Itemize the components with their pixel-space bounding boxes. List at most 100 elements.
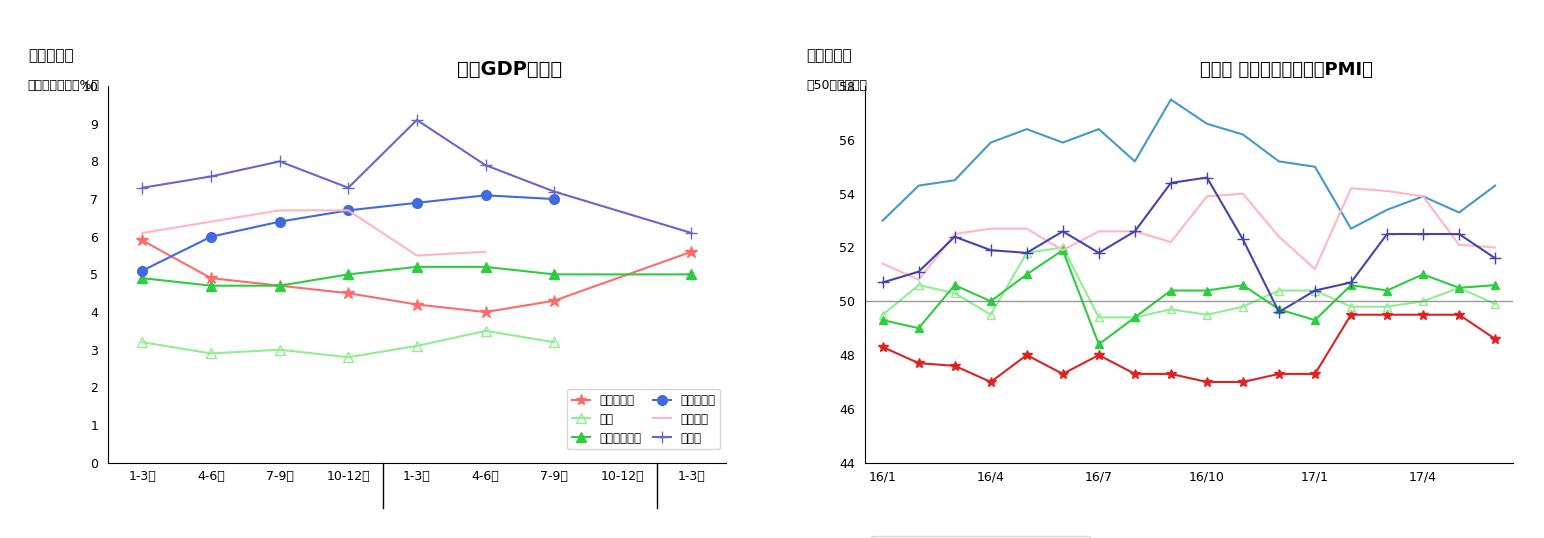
マレーシア [1053,371,1072,377]
ベトナム [408,252,426,259]
フィリピン [909,182,928,189]
フィリピン [874,217,892,224]
インドネシア [1053,247,1072,253]
ベトナム [945,231,963,237]
マレーシア [1414,312,1433,318]
マレーシア [202,275,221,281]
Line: フィリピン: フィリピン [883,100,1495,229]
フィリピン [1377,207,1396,213]
インド [1090,250,1109,256]
Legend: マレーシア, タイ, インドネシア, フィリピン, ベトナム, インド: マレーシア, タイ, インドネシア, フィリピン, ベトナム, インド [567,389,720,449]
ベトナム [133,230,151,236]
ベトナム [340,207,358,214]
インド [133,185,151,191]
マレーシア [476,309,494,315]
Line: マレーシア: マレーシア [879,310,1499,387]
マレーシア [682,249,701,255]
フィリピン [1485,182,1504,189]
インドネシア [1414,271,1433,278]
マレーシア [909,360,928,366]
Line: インド: インド [136,114,698,239]
マレーシア [1450,312,1468,318]
タイ [408,343,426,349]
インド [1198,174,1217,181]
ベトナム [1126,228,1144,235]
インド [1126,228,1144,235]
インドネシア [545,271,564,278]
ベトナム [1377,188,1396,194]
Text: （50＝横ばい）: （50＝横ばい） [806,79,868,91]
ベトナム [1090,228,1109,235]
マレーシア [1485,336,1504,342]
インド [340,185,358,191]
Line: フィリピン: フィリピン [137,190,559,275]
フィリピン [1126,158,1144,165]
インド [270,158,289,165]
フィリピン [408,200,426,206]
マレーシア [1234,379,1252,385]
インドネシア [476,264,494,270]
インドネシア [1017,271,1036,278]
タイ [1234,303,1252,310]
インド [1414,231,1433,237]
フィリピン [202,233,221,240]
インド [909,268,928,275]
タイ [1053,244,1072,251]
ベトナム [1161,239,1180,245]
インド [682,230,701,236]
フィリピン [1450,209,1468,216]
インドネシア [1126,314,1144,321]
タイ [1090,314,1109,321]
フィリピン [133,267,151,274]
インドネシア [340,271,358,278]
インド [1485,255,1504,261]
マレーシア [1342,312,1360,318]
Line: ベトナム: ベトナム [142,210,485,256]
インド [982,247,1001,253]
マレーシア [133,237,151,244]
ベトナム [1269,233,1288,240]
マレーシア [270,282,289,289]
マレーシア [1126,371,1144,377]
Title: 実質GDP成長率: 実質GDP成長率 [457,60,562,79]
ベトナム [1234,190,1252,197]
ベトナム [1198,193,1217,200]
マレーシア [1198,379,1217,385]
インド [1377,231,1396,237]
フィリピン [340,207,358,214]
インドネシア [133,275,151,281]
Text: （前年同期比、%）: （前年同期比、%） [28,79,100,91]
タイ [270,346,289,353]
マレーシア [1306,371,1325,377]
インドネシア [682,271,701,278]
インド [545,188,564,195]
インドネシア [1450,285,1468,291]
マレーシア [340,290,358,296]
インドネシア [1161,287,1180,294]
インド [874,279,892,286]
Line: インドネシア: インドネシア [879,246,1499,349]
ベトナム [1053,247,1072,253]
インドネシア [1234,282,1252,288]
インド [476,162,494,168]
フィリピン [945,177,963,183]
ベトナム [909,277,928,283]
Text: （図表２）: （図表２） [806,48,852,63]
タイ [1450,285,1468,291]
Line: タイ: タイ [137,326,559,362]
インドネシア [1485,282,1504,288]
タイ [1198,312,1217,318]
タイ [545,339,564,345]
インドネシア [909,325,928,331]
インドネシア [945,282,963,288]
タイ [133,339,151,345]
タイ [909,282,928,288]
ベトナム [1342,185,1360,192]
インドネシア [982,298,1001,305]
タイ [1161,306,1180,313]
マレーシア [1377,312,1396,318]
マレーシア [874,344,892,350]
ベトナム [874,260,892,267]
Line: マレーシア: マレーシア [136,234,698,318]
インドネシア [270,282,289,289]
